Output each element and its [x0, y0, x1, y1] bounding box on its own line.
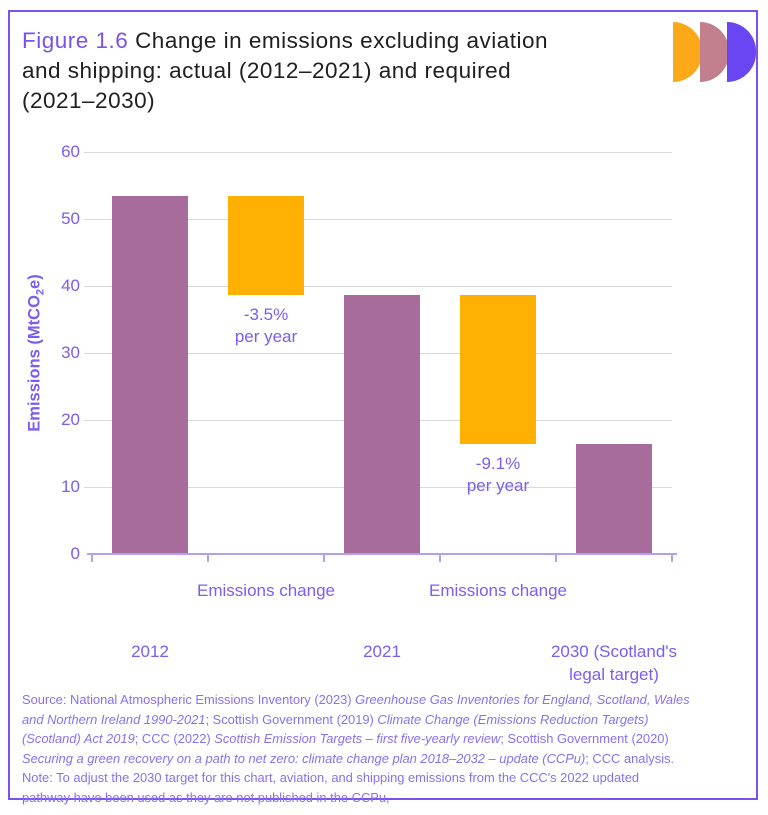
- text-line: Note: To adjust the 2030 target for this…: [22, 768, 752, 788]
- x-label-year: 2012: [131, 642, 169, 661]
- y-tick-label: 50: [61, 209, 80, 228]
- grid-line: [84, 151, 672, 153]
- text-segment: and Northern Ireland 1990-2021: [22, 711, 206, 727]
- y-tick-label: 10: [61, 477, 80, 496]
- text-segment: pathway have been used as they are not p…: [22, 789, 390, 805]
- text-segment: Securing a green recovery on a path to n…: [22, 750, 586, 766]
- y-tick-label: 20: [61, 410, 80, 429]
- text-segment: Note: To adjust the 2030 target for this…: [22, 770, 640, 785]
- bar-change-2012-2021: [228, 195, 304, 295]
- text-segment: (2021–2030): [22, 88, 156, 113]
- text-line: and shipping: actual (2012–2021) and req…: [22, 56, 702, 86]
- text-line: Securing a green recovery on a path to n…: [22, 749, 752, 769]
- bar-2030-target: [576, 444, 652, 554]
- text-line: Figure 1.6 Change in emissions excluding…: [22, 26, 702, 56]
- text-segment: and shipping: actual (2012–2021) and req…: [22, 58, 512, 83]
- figure-panel: Figure 1.6 Change in emissions excluding…: [8, 10, 759, 805]
- logo-disc-orange: [673, 22, 702, 82]
- x-label-year: 2021: [363, 642, 401, 661]
- bar-2012-actual: [112, 195, 188, 554]
- bar-2021-actual: [344, 294, 420, 554]
- logo-disc-mauve: [700, 22, 729, 82]
- text-line: pathway have been used as they are not p…: [22, 788, 752, 808]
- y-tick-label: 30: [61, 343, 80, 362]
- text-line: (Scotland) Act 2019; CCC (2022) Scottish…: [22, 729, 752, 749]
- grid-line: [84, 218, 672, 220]
- x-axis-tick: [323, 555, 325, 562]
- text-segment: Change in emissions excluding aviation: [135, 28, 549, 53]
- text-segment: Source: National Atmospheric Emissions I…: [22, 692, 356, 707]
- x-label-year: 2030 (Scotland's legal target): [550, 642, 678, 684]
- text-segment: Figure 1.6: [22, 28, 136, 53]
- text-segment: Scottish Emission Targets – first five-y…: [214, 731, 501, 746]
- y-tick-label: 40: [61, 276, 80, 295]
- x-label-emissions-change: Emissions change: [429, 581, 567, 600]
- text-line: and Northern Ireland 1990-2021; Scottish…: [22, 710, 752, 730]
- bar-change-2021-2030: [460, 294, 536, 445]
- text-segment: ; Scottish Government (2019): [205, 711, 378, 727]
- x-label-emissions-change: Emissions change: [197, 581, 335, 600]
- logo-disc-purple: [727, 22, 756, 82]
- y-tick-label: 0: [70, 544, 80, 563]
- x-axis-tick: [207, 555, 209, 562]
- figure-title: Figure 1.6 Change in emissions excluding…: [22, 26, 702, 116]
- x-axis-line: [87, 553, 677, 555]
- text-segment: Climate Change (Emissions Reduction Targ…: [377, 711, 649, 727]
- x-axis-tick: [671, 555, 673, 562]
- bar-annotation: -3.5% per year: [234, 304, 298, 346]
- source-note: Source: National Atmospheric Emissions I…: [22, 690, 752, 807]
- grid-line: [84, 285, 672, 287]
- text-segment: (Scotland) Act 2019: [22, 731, 135, 746]
- y-tick-label: 60: [61, 142, 80, 161]
- text-segment: ; CCC analysis.: [585, 750, 675, 766]
- x-axis-tick: [439, 555, 441, 562]
- text-segment: Greenhouse Gas Inventories for England, …: [355, 692, 690, 707]
- text-segment: ; Scottish Government (2020): [500, 731, 669, 746]
- bar-annotation: -9.1% per year: [466, 454, 530, 496]
- x-axis-tick: [91, 555, 93, 562]
- text-line: Source: National Atmospheric Emissions I…: [22, 690, 752, 710]
- chart-plot-area: 0 10 20 30 40 50 60 -3.5% per year -9.1% per yea…: [61, 143, 677, 685]
- ccc-logo: [673, 22, 759, 84]
- text-segment: ; CCC (2022): [134, 731, 215, 746]
- x-axis-tick: [555, 555, 557, 562]
- text-line: (2021–2030): [22, 86, 702, 116]
